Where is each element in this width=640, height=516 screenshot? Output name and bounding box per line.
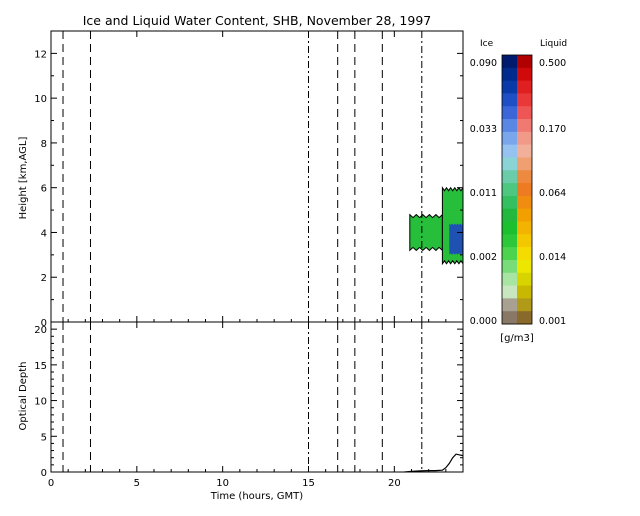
colorbar-liquid-swatch-20: [517, 311, 532, 325]
x-tick-label-1: 5: [134, 478, 140, 489]
colorbar-liquid-tick-3: 0.014: [539, 252, 566, 263]
colorbar-ice-swatch-5: [502, 119, 517, 133]
colorbar-ice-tick-1: 0.033: [470, 124, 497, 135]
colorbar-liquid-swatch-14: [517, 234, 532, 248]
colorbar-ice-tick-3: 0.002: [470, 252, 497, 263]
colorbar-liquid-swatch-17: [517, 272, 532, 287]
colorbar: Ice Liquid [g/m3] 0.090 0.033 0.011 0.002 0.…: [470, 39, 567, 344]
bottom-plot-frame: [50, 321, 464, 473]
top-y-tick-label-5: 10: [34, 94, 47, 105]
colorbar-liquid-swatch-10: [517, 183, 532, 197]
colorbar-liquid-tick-0: 0.500: [539, 58, 566, 69]
colorbar-ice-swatch-11: [502, 195, 517, 210]
colorbar-liquid-swatch-2: [517, 80, 532, 94]
colorbar-liquid-swatch-9: [517, 170, 532, 184]
top-y-tick-label-3: 6: [41, 184, 47, 195]
colorbar-liquid-swatch-3: [517, 93, 532, 107]
colorbar-unit: [g/m3]: [500, 333, 534, 344]
colorbar-liquid-swatch-12: [517, 208, 532, 223]
colorbar-ice-swatch-20: [502, 311, 517, 325]
x-axis-label: Time (hours, GMT): [210, 491, 304, 502]
colorbar-ice-swatch-1: [502, 67, 517, 82]
colorbar-ice-swatch-8: [502, 157, 517, 171]
top-y-tick-label-0: 0: [41, 318, 47, 329]
colorbar-liquid-tick-4: 0.001: [539, 316, 566, 327]
colorbar-ice-swatch-0: [502, 55, 517, 69]
colorbar-liquid-swatch-13: [517, 221, 532, 235]
optical-depth-series-line: [404, 453, 464, 473]
colorbar-ice-swatch-19: [502, 298, 517, 312]
top-y-tick-label-1: 2: [41, 273, 47, 284]
top-y-tick-label-2: 4: [41, 228, 47, 239]
top-y-tick-label-6: 12: [34, 49, 47, 60]
x-tick-label-4: 20: [388, 478, 401, 489]
x-tick-label-2: 10: [216, 478, 229, 489]
colorbar-ice-swatch-13: [502, 221, 517, 235]
bottom-y-tick-label-4: 20: [34, 325, 47, 336]
colorbar-liquid-swatch-4: [517, 106, 532, 120]
colorbar-liquid-swatch-15: [517, 247, 532, 261]
colorbar-liquid-swatch-19: [517, 298, 532, 312]
top-plot-frame: [50, 30, 464, 323]
colorbar-ice-swatch-12: [502, 208, 517, 223]
x-tick-label-0: 0: [48, 478, 54, 489]
top-y-axis-label: Height [km,AGL]: [18, 137, 29, 220]
x-tick-label-3: 15: [302, 478, 315, 489]
bottom-y-tick-label-2: 10: [34, 397, 47, 408]
colorbar-ice-swatch-10: [502, 183, 517, 197]
colorbar-ice-swatch-18: [502, 285, 517, 299]
colorbar-frame: [501, 54, 533, 325]
bottom-y-tick-label-1: 5: [41, 432, 47, 443]
colorbar-liquid-swatch-5: [517, 119, 532, 133]
bottom-y-axis-label: Optical Depth: [18, 362, 29, 431]
colorbar-liquid-swatch-0: [517, 55, 532, 69]
cloud-region-ice-2: [449, 223, 463, 255]
bottom-y-tick-label-3: 15: [34, 361, 47, 372]
top-y-tick-label-4: 8: [41, 139, 47, 150]
colorbar-ice-swatch-4: [502, 106, 517, 120]
colorbar-liquid-swatch-18: [517, 285, 532, 299]
colorbar-liquid-swatch-8: [517, 157, 532, 171]
colorbar-ice-swatch-15: [502, 247, 517, 261]
colorbar-liquid-tick-2: 0.064: [539, 188, 566, 199]
colorbar-ice-swatch-16: [502, 259, 517, 274]
colorbar-ice-swatch-6: [502, 131, 517, 146]
colorbar-ice-swatch-7: [502, 144, 517, 158]
colorbar-liquid-tick-1: 0.170: [539, 124, 566, 135]
colorbar-ice-tick-0: 0.090: [470, 58, 497, 69]
colorbar-ice-tick-2: 0.011: [470, 188, 497, 199]
colorbar-ice-swatch-3: [502, 93, 517, 107]
colorbar-ice-swatch-17: [502, 272, 517, 287]
colorbar-liquid-swatch-11: [517, 195, 532, 210]
colorbar-liquid-swatch-1: [517, 67, 532, 82]
colorbar-ice-label: Ice: [480, 39, 494, 49]
colorbar-ice-swatch-2: [502, 80, 517, 94]
bottom-y-tick-label-0: 0: [41, 468, 47, 479]
colorbar-liquid-label: Liquid: [540, 39, 567, 49]
colorbar-liquid-swatch-6: [517, 131, 532, 146]
cloud-region-liquid-0: [409, 213, 443, 252]
water-content-plot: 0 2 4 6 8 10 12: [34, 30, 464, 329]
colorbar-ice-tick-4: 0.000: [470, 316, 497, 327]
chart-title: Ice and Liquid Water Content, SHB, Novem…: [83, 13, 432, 28]
colorbar-ice-swatch-14: [502, 234, 517, 248]
colorbar-ice-swatch-9: [502, 170, 517, 184]
colorbar-liquid-swatch-7: [517, 144, 532, 158]
colorbar-liquid-swatch-16: [517, 259, 532, 274]
